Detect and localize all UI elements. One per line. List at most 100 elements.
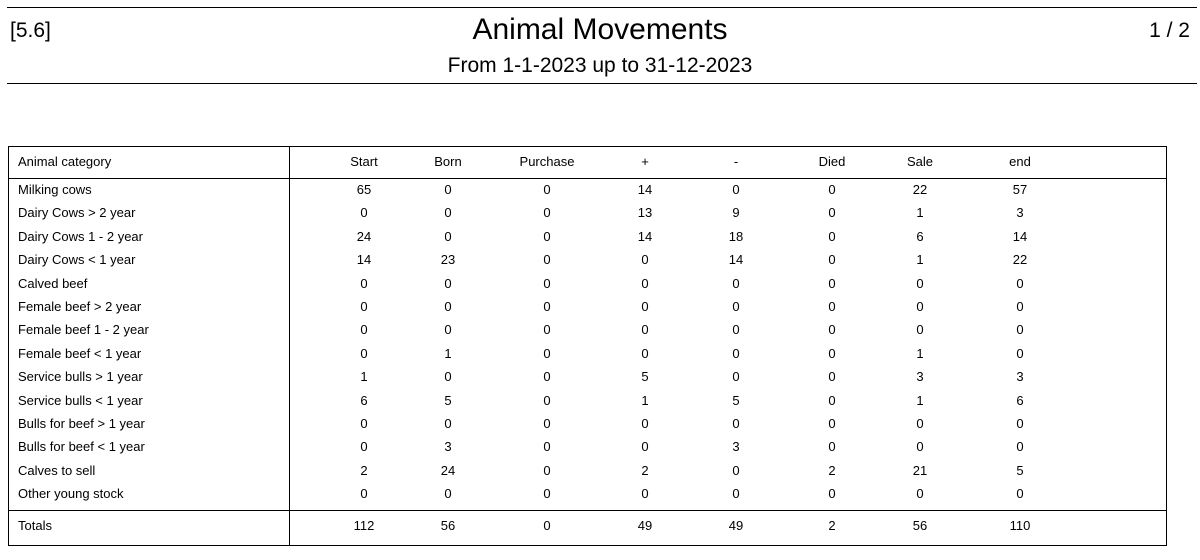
row-end: 5 [1016,462,1024,478]
row-end: 3 [1016,205,1024,221]
row-born: 0 [444,299,452,314]
table-row: Calved beef 0 0 0 0 0 0 0 0 [9,275,1166,293]
row-sale: 0 [916,275,924,291]
row-category: Dairy Cows > 2 year [18,205,136,221]
table-row: Bulls for beef < 1 year 0 3 0 0 3 0 0 0 [9,438,1166,456]
column-header-end: end [1009,154,1031,169]
row-plus: 2 [641,462,649,478]
row-end: 0 [1016,275,1024,291]
row-died: 0 [828,486,836,502]
column-header-purchase: Purchase [519,154,575,169]
category-column-divider [289,147,290,545]
row-category: Bulls for beef < 1 year [18,439,145,455]
row-purchase: 0 [543,299,551,314]
row-minus: 0 [732,299,740,314]
column-header-born: Born [434,154,462,169]
row-sale: 0 [916,322,924,338]
row-end: 22 [1012,252,1028,268]
row-born: 0 [444,369,452,385]
row-start: 0 [360,275,368,291]
row-purchase: 0 [543,275,551,291]
row-minus: 0 [732,345,740,361]
row-start: 0 [360,299,368,314]
row-minus: 3 [732,439,740,455]
row-purchase: 0 [543,369,551,385]
totals-end: 110 [1009,518,1031,533]
row-sale: 0 [916,416,924,431]
row-sale: 0 [916,439,924,455]
totals-row: Totals 112 56 0 49 49 2 56 110 [9,517,1166,535]
row-plus: 0 [641,252,649,268]
table-row: Bulls for beef > 1 year 0 0 0 0 0 0 0 0 [9,415,1166,433]
row-start: 0 [360,205,368,221]
row-minus: 5 [732,392,740,408]
row-plus: 14 [637,228,653,244]
row-born: 23 [440,252,456,268]
row-end: 6 [1016,392,1024,408]
row-minus: 0 [732,182,740,197]
row-born: 0 [444,416,452,431]
row-purchase: 0 [543,439,551,455]
row-plus: 0 [641,416,649,431]
table-row: Service bulls < 1 year 6 5 0 1 5 0 1 6 [9,392,1166,410]
row-start: 0 [360,322,368,338]
row-purchase: 0 [543,462,551,478]
row-born: 1 [444,345,452,361]
row-category: Female beef < 1 year [18,345,142,361]
report-code: [5.6] [10,19,51,42]
totals-sale: 56 [912,518,928,533]
row-purchase: 0 [543,345,551,361]
row-plus: 14 [637,182,653,197]
row-died: 0 [828,252,836,268]
row-plus: 0 [641,486,649,502]
row-died: 0 [828,182,836,197]
row-category: Dairy Cows 1 - 2 year [18,228,143,244]
row-sale: 1 [916,205,924,221]
row-born: 0 [444,322,452,338]
row-start: 1 [360,369,368,385]
row-category: Calves to sell [18,462,96,478]
row-died: 0 [828,345,836,361]
row-born: 3 [444,439,452,455]
totals-born: 56 [440,518,456,533]
row-purchase: 0 [543,182,551,197]
row-purchase: 0 [543,416,551,431]
row-minus: 9 [732,205,740,221]
header-top-rule [7,7,1197,8]
table-row: Calves to sell 2 24 0 2 0 2 21 5 [9,462,1166,480]
totals-plus: 49 [637,518,653,533]
animal-movements-table: Animal category Start Born Purchase + - … [8,146,1167,546]
row-category: Dairy Cows < 1 year [18,252,136,268]
report-period: From 1-1-2023 up to 31-12-2023 [447,54,753,77]
row-minus: 0 [732,322,740,338]
row-died: 2 [828,462,836,478]
row-purchase: 0 [543,322,551,338]
column-header-sale: Sale [906,154,934,169]
row-minus: 0 [732,275,740,291]
table-row: Dairy Cows < 1 year 14 23 0 0 14 0 1 22 [9,251,1166,269]
table-row: Female beef < 1 year 0 1 0 0 0 0 1 0 [9,345,1166,363]
row-died: 0 [828,439,836,455]
row-minus: 14 [728,252,744,268]
row-sale: 0 [916,486,924,502]
row-category: Female beef 1 - 2 year [18,322,149,338]
row-sale: 22 [912,182,928,197]
table-row: Service bulls > 1 year 1 0 0 5 0 0 3 3 [9,368,1166,386]
row-plus: 5 [641,369,649,385]
row-born: 0 [444,486,452,502]
row-end: 57 [1012,182,1028,197]
row-start: 0 [360,416,368,431]
row-plus: 0 [641,345,649,361]
row-minus: 0 [732,369,740,385]
table-row: Female beef 1 - 2 year 0 0 0 0 0 0 0 0 [9,321,1166,339]
row-start: 6 [360,392,368,408]
column-header-start: Start [350,154,378,169]
page-indicator: 1 / 2 [1149,19,1190,42]
row-born: 0 [444,205,452,221]
table-row: Milking cows 65 0 0 14 0 0 22 57 [9,181,1166,199]
row-category: Bulls for beef > 1 year [18,416,145,431]
row-category: Service bulls > 1 year [18,369,143,385]
row-purchase: 0 [543,392,551,408]
row-end: 0 [1016,322,1024,338]
row-purchase: 0 [543,205,551,221]
